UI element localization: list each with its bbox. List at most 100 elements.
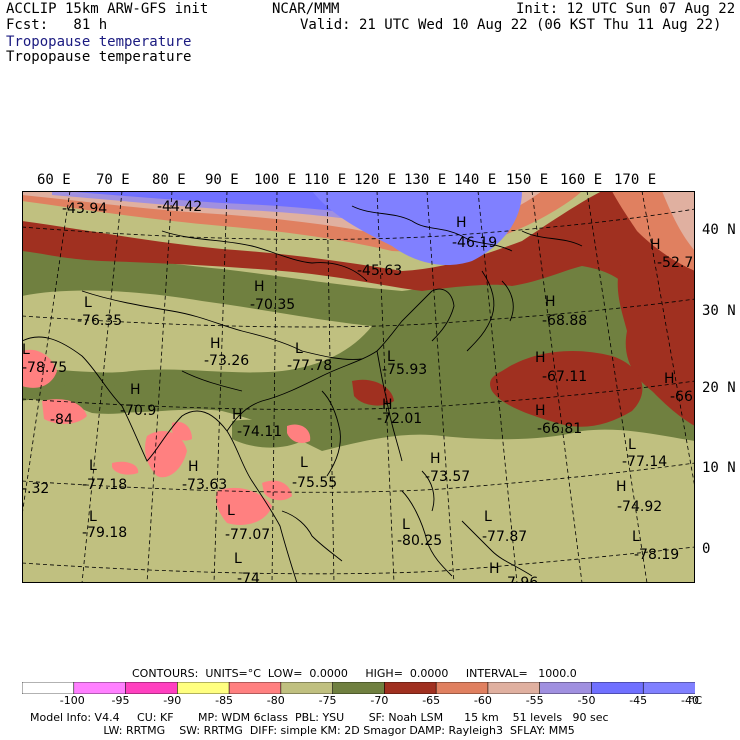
- contours-info: CONTOURS: UNITS=°C LOW= 0.0000 HIGH= 0.0…: [132, 667, 577, 680]
- colorbar-label: -55: [525, 694, 544, 707]
- temp-band-55-50: [662, 191, 695, 251]
- value-label: -78.75: [22, 360, 67, 376]
- value-label: -73.26: [204, 353, 249, 369]
- temp-band-45-40: [312, 191, 522, 266]
- colorbar-label: -50: [577, 694, 596, 707]
- value-label: -74: [237, 571, 260, 583]
- colorbar-swatch: [332, 682, 385, 694]
- temp-band-70-65: [62, 384, 162, 414]
- high-marker: H: [616, 479, 627, 495]
- lon-label: 160 E: [560, 172, 603, 188]
- value-label: -68.88: [542, 313, 587, 329]
- colorbar-label: -95: [111, 694, 130, 707]
- temp-band-70-65: [232, 419, 302, 448]
- temp-band-65-60: [617, 258, 695, 426]
- low-marker: L: [295, 341, 303, 357]
- temp-band-85-80: [145, 431, 187, 478]
- low-marker: L: [402, 517, 410, 533]
- high-marker: H: [188, 459, 199, 475]
- value-label: -45.63: [357, 263, 402, 279]
- header-valid-time: Valid: 21 UTC Wed 10 Aug 22 (06 KST Thu …: [300, 17, 722, 33]
- model-info-line2: LW: RRTMG SW: RRTMG DIFF: simple KM: 2D …: [30, 724, 575, 737]
- lon-label: 120 E: [354, 172, 397, 188]
- lon-label: 100 E: [254, 172, 297, 188]
- header-org: NCAR/MMM: [272, 1, 340, 17]
- lon-label: 90 E: [205, 172, 239, 188]
- temp-band-85-80: [42, 399, 87, 424]
- colorbar-swatch: [22, 682, 75, 694]
- high-marker: H: [489, 561, 500, 577]
- lon-label: 140 E: [454, 172, 497, 188]
- header-model-title: ACCLIP 15km ARW-GFS init: [6, 1, 209, 17]
- value-label: -79.18: [82, 525, 127, 541]
- colorbar-label: -65: [422, 694, 441, 707]
- high-marker: H: [664, 371, 675, 387]
- field-title-black: Tropopause temperature: [6, 49, 192, 65]
- low-marker: L: [84, 295, 92, 311]
- low-marker: L: [22, 342, 30, 358]
- value-label: -7.96: [502, 575, 538, 583]
- colorbar-swatch: [539, 682, 593, 694]
- low-marker: L: [628, 437, 636, 453]
- colorbar-swatch: [435, 682, 489, 694]
- low-marker: L: [234, 551, 242, 567]
- lon-label: 170 E: [614, 172, 657, 188]
- low-marker: L: [632, 529, 640, 545]
- low-marker: L: [484, 509, 492, 525]
- colorbar-label: -40: [681, 694, 699, 707]
- colorbar-swatch: [642, 682, 695, 694]
- value-label: -76.35: [77, 313, 122, 329]
- value-label: -77.87: [482, 529, 527, 545]
- colorbar-swatch: [228, 682, 282, 694]
- value-label: -84: [50, 412, 73, 428]
- lon-label: 80 E: [152, 172, 186, 188]
- colorbar-label: -90: [163, 694, 182, 707]
- lat-label: 30 N: [702, 303, 736, 319]
- high-marker: H: [535, 403, 546, 419]
- low-marker: L: [387, 349, 395, 365]
- low-marker: L: [227, 503, 235, 519]
- lat-label: 10 N: [702, 460, 736, 476]
- value-label: -44.42: [157, 199, 202, 215]
- map-frame: [22, 191, 695, 583]
- colorbar-label: -100: [59, 694, 85, 707]
- colorbar-label: -85: [215, 694, 234, 707]
- value-label: -46.19: [452, 235, 497, 251]
- colorbar-swatch: [280, 682, 334, 694]
- lon-label: 60 E: [37, 172, 71, 188]
- extrema-labels: -43.94 -44.42 H -46.19 H -52.7 -45.63 H …: [22, 199, 693, 583]
- value-label: -78.19: [634, 547, 679, 563]
- temp-band-65-60: [22, 191, 695, 311]
- colorbar-swatch: [487, 682, 541, 694]
- high-marker: H: [254, 279, 265, 295]
- lon-label: 110 E: [304, 172, 347, 188]
- high-marker: H: [535, 350, 546, 366]
- high-marker: H: [456, 215, 467, 231]
- temp-band-85-80: [262, 480, 292, 501]
- low-marker: L: [89, 458, 97, 474]
- colorbar: [22, 682, 695, 694]
- lat-label: 0: [702, 541, 711, 557]
- value-label: -70.35: [250, 297, 295, 313]
- field-title-blue: Tropopause temperature: [6, 34, 192, 50]
- temp-band-85-80: [215, 487, 272, 526]
- high-marker: H: [382, 397, 393, 413]
- value-label: -75.55: [292, 475, 337, 491]
- colorbar-swatch: [73, 682, 127, 694]
- value-label: -73.57: [425, 469, 470, 485]
- high-marker: H: [232, 407, 243, 423]
- colorbar-label: -70: [370, 694, 389, 707]
- value-label: -77.14: [622, 454, 667, 470]
- temp-band-85-80: [112, 461, 139, 475]
- value-label: -.32: [22, 481, 49, 497]
- lon-label: 70 E: [96, 172, 130, 188]
- lon-label: 130 E: [404, 172, 447, 188]
- high-marker: H: [210, 336, 221, 352]
- coastlines: [22, 205, 583, 583]
- value-label: -74.92: [617, 499, 662, 515]
- temp-band-85-80: [172, 421, 192, 441]
- high-marker: H: [130, 382, 141, 398]
- lat-label: 40 N: [702, 222, 736, 238]
- model-info-line1: Model Info: V4.4 CU: KF MP: WDM 6class P…: [30, 711, 609, 724]
- value-label: -72.01: [377, 411, 422, 427]
